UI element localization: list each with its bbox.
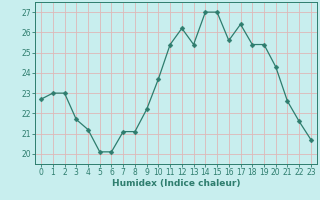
X-axis label: Humidex (Indice chaleur): Humidex (Indice chaleur) [112, 179, 240, 188]
